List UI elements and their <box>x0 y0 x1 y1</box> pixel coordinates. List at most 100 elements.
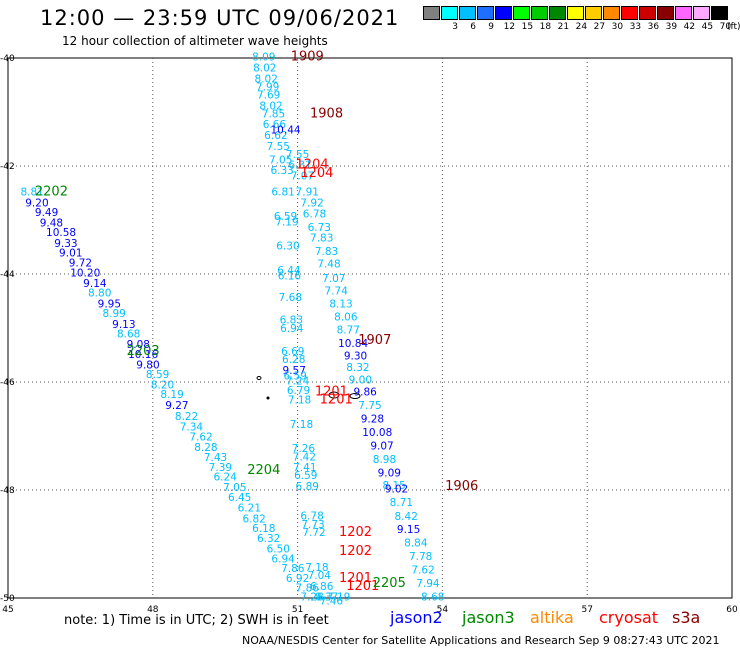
wave-height-value: 8.84 <box>404 538 428 550</box>
wave-height-value: 7.18 <box>290 419 313 431</box>
wave-height-value: 8.22 <box>175 411 198 423</box>
pass-time-label: 1202 <box>339 525 372 540</box>
wave-height-value: 7.04 <box>308 570 332 582</box>
latitude-tick-label: -50 <box>0 594 15 604</box>
color-scale-unit: (ft) <box>727 22 740 32</box>
wave-height-value: 7.19 <box>327 592 350 604</box>
longitude-tick-label: 48 <box>147 605 159 615</box>
wave-height-value: 6.82 <box>242 513 265 525</box>
wave-height-value: 8.02 <box>255 73 278 85</box>
wave-height-value: 8.81 <box>20 187 43 199</box>
color-scale-label: 24 <box>575 22 588 32</box>
wave-height-value: 7.55 <box>286 149 309 161</box>
pass-time-label: 2203 <box>127 344 160 359</box>
color-swatch <box>603 6 620 20</box>
pass-time-label: 1201 <box>339 571 372 586</box>
wave-height-value: 8.98 <box>373 454 396 466</box>
island-shape <box>349 393 361 399</box>
wave-height-value: 7.24 <box>286 376 310 388</box>
wave-height-value: 6.73 <box>308 222 331 234</box>
wave-height-value: 9.08 <box>127 339 150 351</box>
color-scale-label: 30 <box>611 22 624 32</box>
wave-height-value: 6.78 <box>303 208 326 220</box>
wave-height-value: 8.20 <box>151 379 174 391</box>
color-scale-label: 15 <box>521 22 534 32</box>
wave-height-value: 7.62 <box>411 565 434 577</box>
color-swatch <box>441 6 458 20</box>
wave-height-value: 7.86 <box>281 563 305 575</box>
wave-height-value: 9.49 <box>35 207 58 219</box>
color-swatch <box>693 6 710 20</box>
wave-height-value: 7.83 <box>315 246 338 258</box>
color-scale-labels: 3 6 9 12 15 18 21 24 27 30 33 36 39 42 45 70 (ft) <box>423 22 740 36</box>
wave-height-value: 6.59 <box>283 370 306 382</box>
color-scale-label: 70 <box>719 22 732 32</box>
wave-height-value: 9.80 <box>136 360 159 372</box>
color-scale-label: 12 <box>503 22 516 32</box>
wave-height-value: 6.30 <box>276 241 299 253</box>
wave-height-value: 7.78 <box>409 551 432 563</box>
latitude-tick-label: -44 <box>0 270 15 280</box>
wave-height-value: 8.02 <box>259 100 282 112</box>
color-scale-label: 33 <box>629 22 642 32</box>
wave-height-value: 7.94 <box>416 578 440 590</box>
page-title: 12:00 — 23:59 UTC 09/06/2021 <box>40 6 400 30</box>
legend-item-altika: altika <box>530 608 574 627</box>
wave-height-value: 6.16 <box>278 270 302 282</box>
wave-height-value: 7.48 <box>317 259 340 271</box>
color-scale-label: 39 <box>665 22 678 32</box>
wave-height-value: 9.01 <box>59 248 82 260</box>
latitude-tick-label: -40 <box>0 54 15 64</box>
color-swatch <box>711 6 728 20</box>
wave-height-value: 7.07 <box>322 273 345 285</box>
wave-height-value: 8.59 <box>146 369 169 381</box>
wave-height-value: 8.09 <box>252 52 275 64</box>
page-subtitle: 12 hour collection of altimeter wave hei… <box>62 34 328 48</box>
wave-height-value: 7.43 <box>204 452 227 464</box>
pass-time-label: 2204 <box>247 463 280 478</box>
wave-height-value: 9.02 <box>385 484 408 496</box>
pass-time-label: 2205 <box>373 576 406 591</box>
wave-height-value: 7.18 <box>288 395 311 407</box>
wave-height-value: 6.86 <box>310 581 334 593</box>
wave-height-value: 7.99 <box>256 81 279 93</box>
wave-height-value: 8.13 <box>329 298 352 310</box>
wave-height-value: 7.05 <box>269 154 292 166</box>
wave-height-value: 9.72 <box>69 257 92 269</box>
wave-height-value: 8.71 <box>390 497 413 509</box>
wave-height-value: 7.28 <box>300 592 323 604</box>
wave-height-value: 7.86 <box>296 583 320 595</box>
color-swatch <box>639 6 656 20</box>
island-shape <box>328 391 340 399</box>
wave-height-value: 8.28 <box>194 442 217 454</box>
wave-height-value: 8.32 <box>346 362 369 374</box>
wave-height-value: 7.74 <box>325 286 349 298</box>
legend-item-jason3: jason3 <box>462 608 515 627</box>
wave-height-value: 8.68 <box>421 592 444 604</box>
color-scale-label: 18 <box>539 22 552 32</box>
wave-height-value: 9.48 <box>40 217 63 229</box>
wave-height-value: 9.86 <box>353 387 377 399</box>
wave-height-value: 7.91 <box>296 187 319 199</box>
wave-height-value: 7.05 <box>223 482 246 494</box>
map-frame <box>7 57 733 599</box>
wave-height-value: 7.41 <box>293 462 316 474</box>
latitude-tick-label: -48 <box>0 486 15 496</box>
wave-height-value: 7.62 <box>189 431 212 443</box>
color-swatch <box>477 6 494 20</box>
wave-height-value: 8.15 <box>382 480 405 492</box>
color-scale-label: 3 <box>452 22 459 32</box>
pass-time-label: 1201 <box>346 579 379 594</box>
pass-time-label: 1908 <box>310 106 343 121</box>
color-swatch <box>423 6 440 20</box>
wave-height-value: 6.69 <box>281 346 304 358</box>
wave-height-value: 6.66 <box>263 119 287 131</box>
wave-height-value: 6.24 <box>214 471 238 483</box>
latitude-tick-label: -42 <box>0 162 15 172</box>
color-scale-label: 9 <box>488 22 495 32</box>
pass-time-label: 1907 <box>358 333 391 348</box>
wave-height-value: 6.62 <box>264 130 287 142</box>
pass-time-label: 1906 <box>445 479 478 494</box>
color-swatch <box>675 6 692 20</box>
